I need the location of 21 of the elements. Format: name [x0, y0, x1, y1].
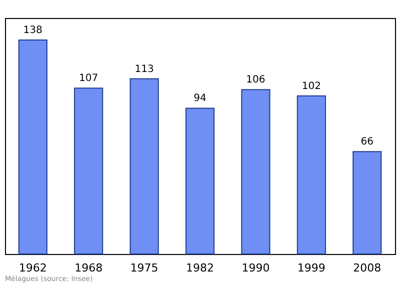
bar [130, 78, 159, 254]
x-tick-label: 2008 [353, 262, 382, 274]
bar [296, 95, 326, 254]
bar [74, 88, 104, 254]
bar [18, 40, 48, 254]
x-tick-label: 1975 [130, 262, 158, 274]
x-tick-label: 1990 [242, 262, 270, 274]
x-tick-label: 1999 [297, 262, 326, 274]
data-label: 102 [302, 80, 321, 92]
bar [352, 151, 382, 254]
data-label: 138 [23, 25, 42, 36]
data-label: 66 [360, 136, 374, 148]
data-label: 107 [79, 73, 98, 84]
data-label: 94 [194, 93, 206, 104]
x-tick-label: 1962 [18, 262, 47, 274]
data-label: 113 [134, 64, 154, 75]
data-label: 106 [246, 74, 266, 86]
bar [241, 89, 270, 254]
bar [185, 108, 215, 254]
x-tick-label: 1968 [74, 262, 103, 274]
x-tick-label: 1982 [186, 262, 214, 274]
